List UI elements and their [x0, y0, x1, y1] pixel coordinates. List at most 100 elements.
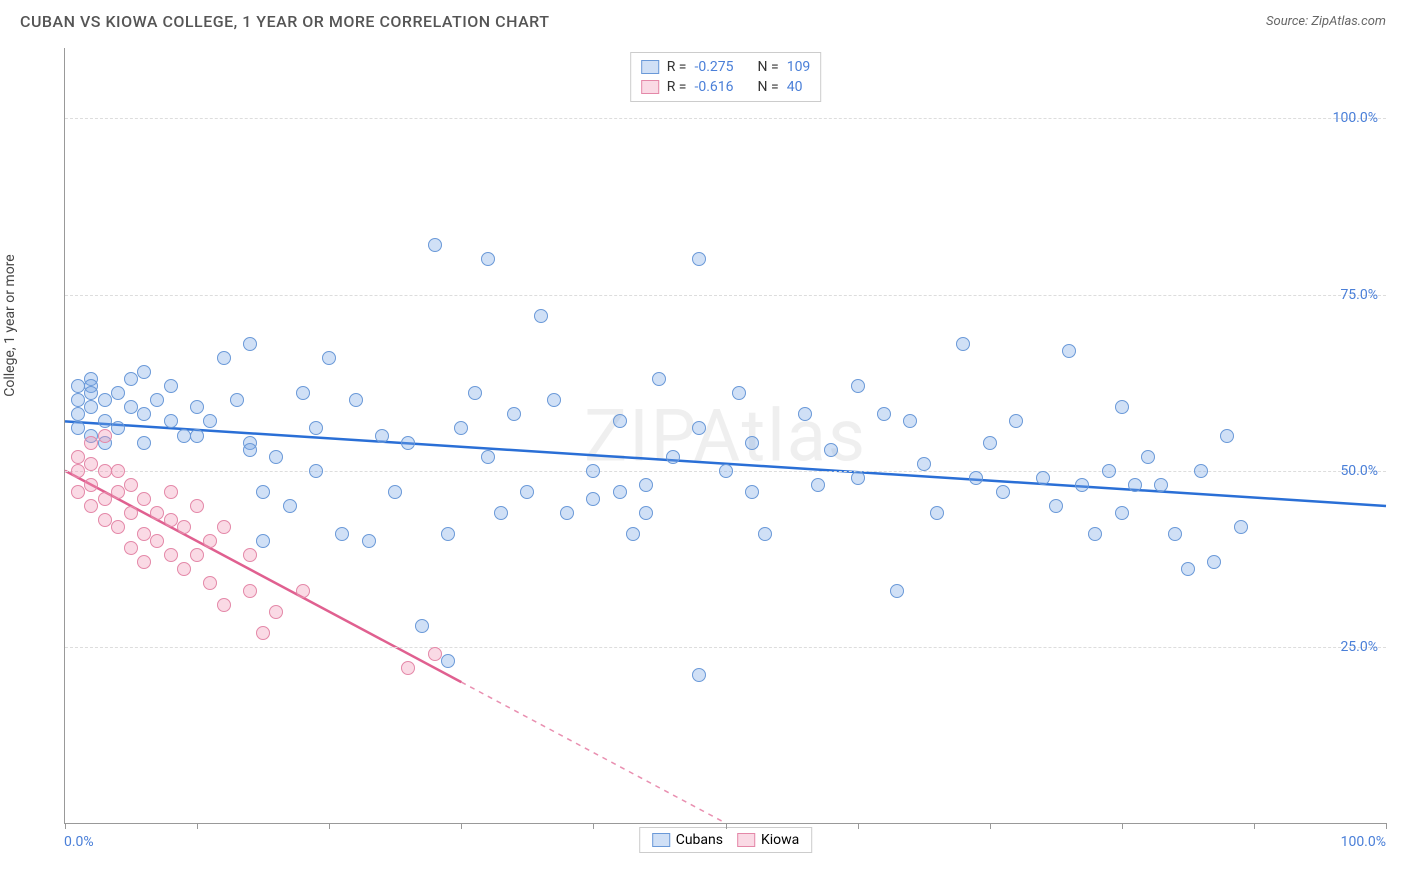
data-point — [322, 351, 336, 365]
data-point — [732, 386, 746, 400]
data-point — [71, 393, 85, 407]
r-value: -0.616 — [694, 79, 733, 95]
data-point — [256, 534, 270, 548]
legend-row: R = -0.616 N = 40 — [641, 77, 811, 97]
data-point — [613, 485, 627, 499]
data-point — [454, 421, 468, 435]
data-point — [71, 464, 85, 478]
data-point — [164, 414, 178, 428]
legend-swatch — [641, 80, 659, 94]
data-point — [441, 654, 455, 668]
x-tick — [858, 823, 859, 829]
legend-row: R =-0.275N =109 — [641, 57, 811, 77]
data-point — [296, 584, 310, 598]
data-point — [177, 562, 191, 576]
data-point — [1154, 478, 1168, 492]
data-point — [851, 379, 865, 393]
data-point — [494, 506, 508, 520]
data-point — [84, 499, 98, 513]
data-point — [1234, 520, 1248, 534]
data-point — [164, 379, 178, 393]
data-point — [190, 548, 204, 562]
data-point — [507, 407, 521, 421]
data-point — [1194, 464, 1208, 478]
data-point — [84, 478, 98, 492]
data-point — [98, 492, 112, 506]
data-point — [296, 386, 310, 400]
data-point — [388, 485, 402, 499]
data-point — [98, 393, 112, 407]
data-point — [1049, 499, 1063, 513]
data-point — [190, 400, 204, 414]
r-label: R = — [667, 79, 687, 95]
data-point — [1181, 562, 1195, 576]
chart-title: CUBAN VS KIOWA COLLEGE, 1 YEAR OR MORE C… — [20, 12, 549, 31]
data-point — [824, 443, 838, 457]
data-point — [1128, 478, 1142, 492]
data-point — [84, 386, 98, 400]
data-point — [745, 485, 759, 499]
data-point — [692, 252, 706, 266]
data-point — [217, 351, 231, 365]
data-point — [124, 478, 138, 492]
data-point — [111, 520, 125, 534]
data-point — [586, 492, 600, 506]
data-point — [71, 407, 85, 421]
data-point — [586, 464, 600, 478]
data-point — [1168, 527, 1182, 541]
x-tick — [990, 823, 991, 829]
y-tick-label: 100.0% — [1333, 110, 1378, 126]
data-point — [98, 414, 112, 428]
data-point — [150, 534, 164, 548]
data-point — [84, 436, 98, 450]
data-point — [164, 485, 178, 499]
series-name: Kiowa — [761, 832, 799, 848]
data-point — [851, 471, 865, 485]
x-tick — [1122, 823, 1123, 829]
regression-lines — [65, 48, 1386, 823]
data-point — [283, 499, 297, 513]
plot-area: ZIPAtlas R =-0.275N =109R =-0.616N =40 C… — [64, 48, 1386, 824]
x-tick — [1386, 823, 1387, 829]
data-point — [137, 555, 151, 569]
data-point — [481, 252, 495, 266]
r-label: R = — [667, 59, 687, 75]
data-point — [639, 506, 653, 520]
data-point — [415, 619, 429, 633]
series-name: Cubans — [676, 832, 723, 848]
data-point — [520, 485, 534, 499]
data-point — [349, 393, 363, 407]
data-point — [150, 506, 164, 520]
data-point — [111, 386, 125, 400]
data-point — [164, 513, 178, 527]
data-point — [1088, 527, 1102, 541]
data-point — [1062, 344, 1076, 358]
data-point — [692, 421, 706, 435]
data-point — [84, 457, 98, 471]
data-point — [269, 450, 283, 464]
data-point — [362, 534, 376, 548]
x-tick — [461, 823, 462, 829]
x-tick — [65, 823, 66, 829]
data-point — [1141, 450, 1155, 464]
x-tick — [726, 823, 727, 829]
data-point — [164, 548, 178, 562]
data-point — [203, 576, 217, 590]
data-point — [1102, 464, 1116, 478]
data-point — [111, 464, 125, 478]
n-value: 40 — [787, 79, 803, 95]
data-point — [150, 393, 164, 407]
source-label: Source: ZipAtlas.com — [1266, 14, 1386, 29]
data-point — [243, 584, 257, 598]
x-tick — [197, 823, 198, 829]
data-point — [111, 485, 125, 499]
data-point — [798, 407, 812, 421]
y-tick-label: 50.0% — [1340, 463, 1378, 479]
data-point — [137, 436, 151, 450]
data-point — [745, 436, 759, 450]
data-point — [269, 605, 283, 619]
data-point — [137, 407, 151, 421]
n-label: N = — [758, 79, 779, 95]
data-point — [177, 520, 191, 534]
data-point — [956, 337, 970, 351]
